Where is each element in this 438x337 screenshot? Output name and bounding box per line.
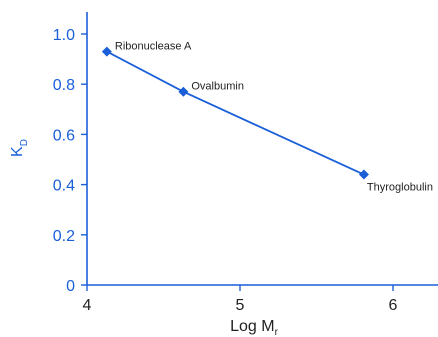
data-point-marker	[358, 169, 369, 180]
x-tick-label: 4	[83, 297, 92, 314]
y-axis-title: KD	[9, 139, 30, 157]
x-axis-ticks: 4 5 6	[83, 285, 398, 314]
data-point-marker	[101, 46, 112, 57]
y-tick-label: 0.8	[53, 77, 75, 94]
x-axis-title: Log Mr	[230, 318, 278, 337]
x-tick-label: 6	[389, 297, 398, 314]
y-tick-label: 0.6	[53, 127, 75, 144]
x-axis-title-main: Log M	[230, 318, 274, 335]
y-tick-label: 0	[66, 278, 75, 295]
y-axis-ticks: 0 0.2 0.4 0.6 0.8 1.0	[53, 27, 87, 295]
data-point-label: Thyroglobulin	[367, 182, 433, 194]
x-axis-title-sub: r	[275, 327, 279, 337]
chart-axes	[86, 12, 438, 286]
chart-series: Ribonuclease A Ovalbumin Thyroglobulin	[101, 41, 433, 194]
data-point-label: Ovalbumin	[191, 81, 244, 93]
series-line	[106, 50, 365, 176]
y-tick-label: 0.2	[53, 228, 75, 245]
y-tick-label: 1.0	[53, 27, 75, 44]
x-tick-label: 5	[236, 297, 245, 314]
y-axis-title-sub: D	[19, 139, 30, 146]
y-tick-label: 0.4	[53, 178, 75, 195]
y-axis-title-main: K	[9, 146, 26, 157]
data-point-label: Ribonuclease A	[115, 41, 192, 53]
data-point-marker	[178, 86, 189, 97]
